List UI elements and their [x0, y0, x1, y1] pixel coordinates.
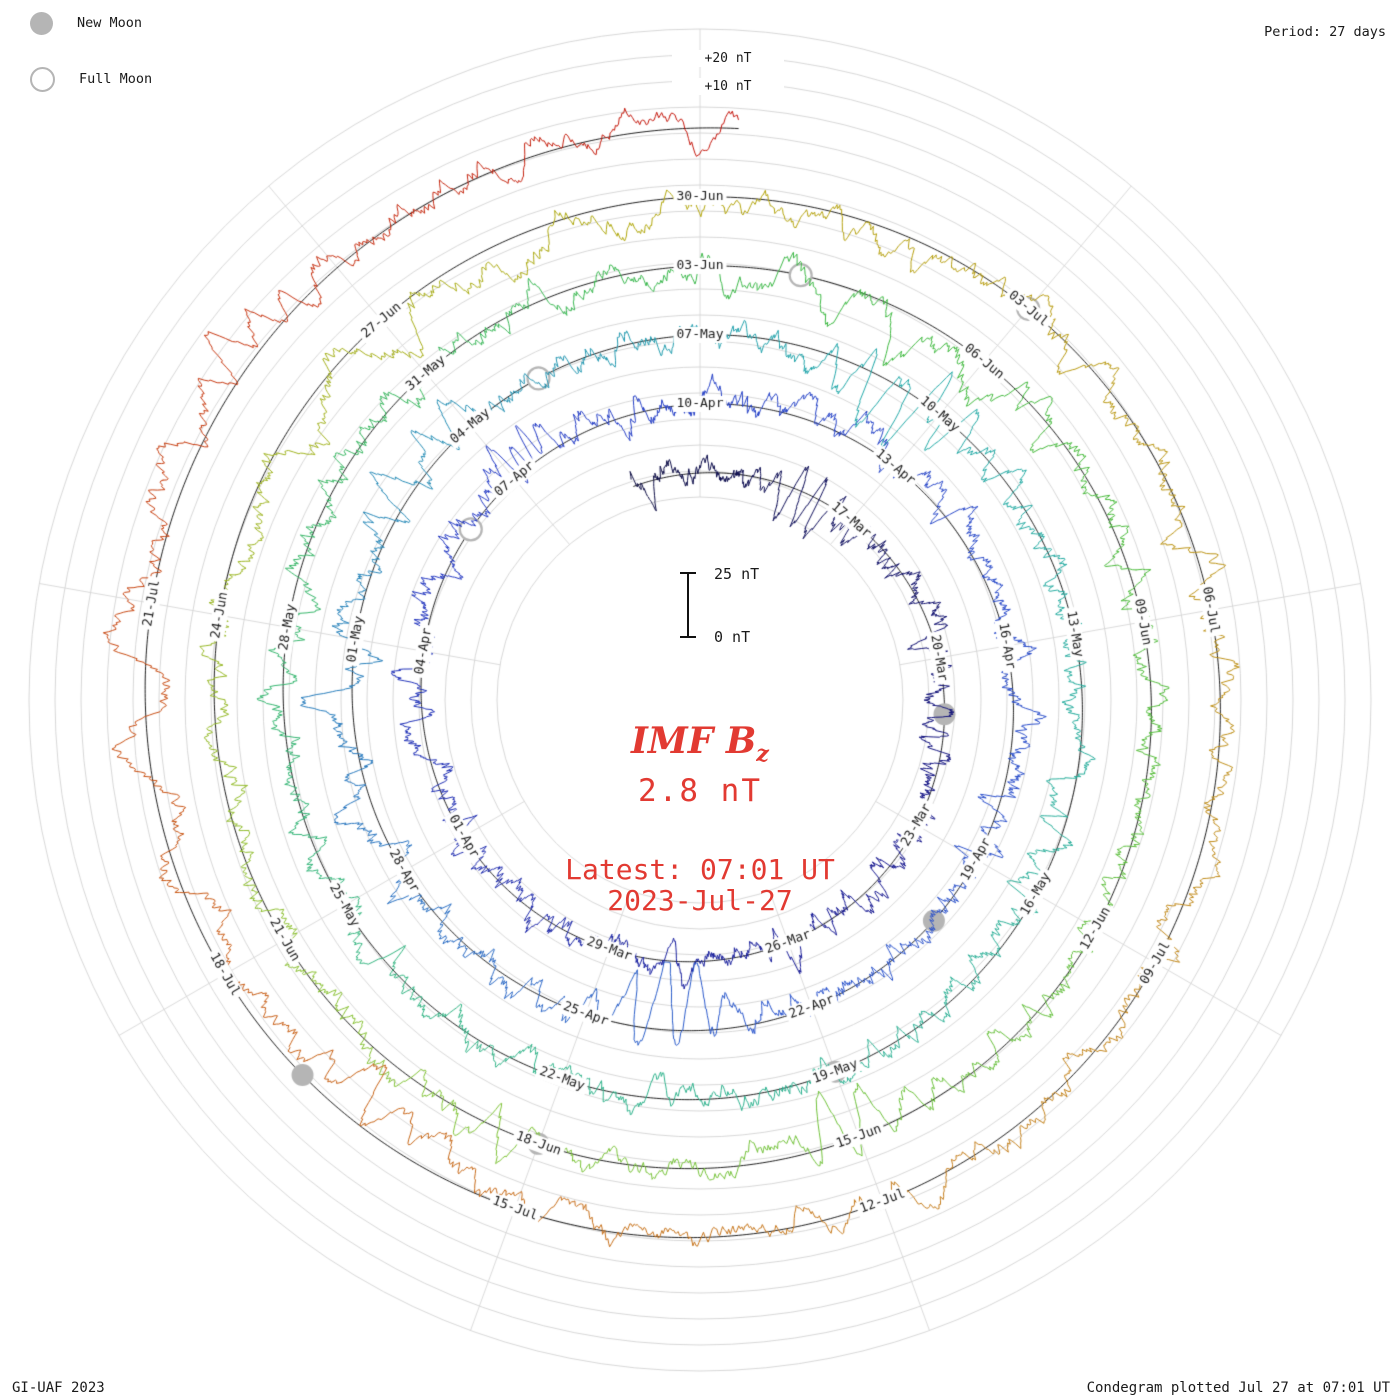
legend-new-moon-label: New Moon [77, 15, 143, 31]
full-moon-icon [30, 66, 55, 92]
credit-label: GI-UAF 2023 [12, 1380, 105, 1396]
chart-title-subscript: z [756, 741, 769, 768]
chart-title: IMF Bz [0, 720, 1400, 767]
latest-time-label: Latest: 07:01 UT [565, 853, 835, 886]
latest-value: 2.8 nT [638, 773, 762, 809]
scale-bar-max-label: 25 nT [714, 565, 760, 583]
radial-tick-20nt: +20 nT [672, 50, 784, 67]
radial-tick-10nt: +10 nT [672, 78, 784, 95]
legend-new-moon: New Moon [30, 8, 152, 38]
moon-legend: New Moon Full Moon [30, 8, 152, 120]
amplitude-scale-bar [680, 572, 696, 638]
new-moon-icon [30, 11, 53, 35]
plotted-timestamp-label: Condegram plotted Jul 27 at 07:01 UT [1086, 1380, 1390, 1396]
chart-title-main: IMF B [631, 720, 757, 762]
scale-bar-line [680, 572, 696, 638]
legend-full-moon: Full Moon [30, 64, 152, 94]
period-label: Period: 27 days [1264, 24, 1386, 40]
scale-bar-min-label: 0 nT [714, 628, 751, 646]
legend-full-moon-label: Full Moon [79, 71, 153, 87]
latest-date-label: 2023-Jul-27 [607, 884, 793, 917]
